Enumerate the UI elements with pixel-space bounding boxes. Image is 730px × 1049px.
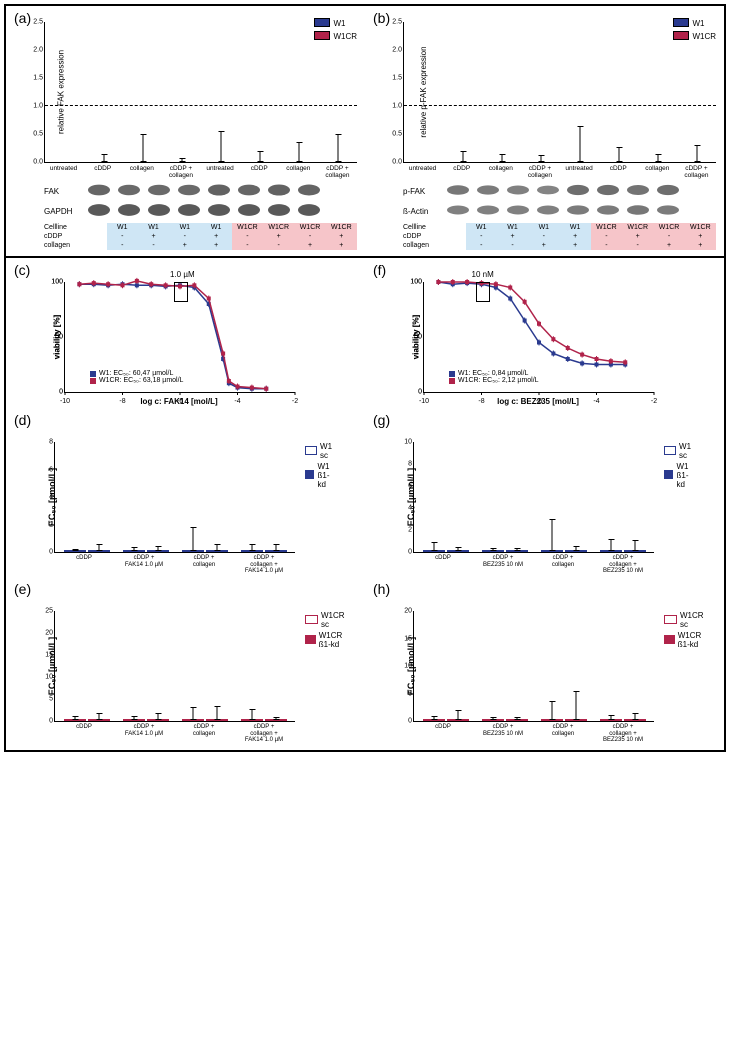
svg-text:-4: -4 xyxy=(593,398,599,405)
svg-text:-2: -2 xyxy=(292,398,298,405)
panel-label: (d) xyxy=(14,412,357,428)
svg-text:-10: -10 xyxy=(419,398,429,405)
panel-right: (f) 050100viability [%]viability [%]0501… xyxy=(365,258,724,750)
svg-text:-2: -2 xyxy=(651,398,657,405)
svg-text:-4: -4 xyxy=(234,398,240,405)
panel-left: (c) 050100viability [%]viability [%]0501… xyxy=(6,258,365,750)
panel-a: (a) 0.00.51.01.52.02.5relative FAK expre… xyxy=(6,6,365,256)
panel-label: (g) xyxy=(373,412,716,428)
panel-b: (b) 0.00.51.01.52.02.5relative p-FAK exp… xyxy=(365,6,724,256)
svg-text:-8: -8 xyxy=(119,398,125,405)
svg-text:-8: -8 xyxy=(478,398,484,405)
panel-label: (f) xyxy=(373,262,386,278)
panel-label: (h) xyxy=(373,581,716,597)
panel-label: (e) xyxy=(14,581,357,597)
figure-frame: (a) 0.00.51.01.52.02.5relative FAK expre… xyxy=(4,4,726,752)
svg-text:-6: -6 xyxy=(536,398,542,405)
svg-text:-10: -10 xyxy=(60,398,70,405)
panel-label: (c) xyxy=(14,262,30,278)
svg-text:-6: -6 xyxy=(177,398,183,405)
